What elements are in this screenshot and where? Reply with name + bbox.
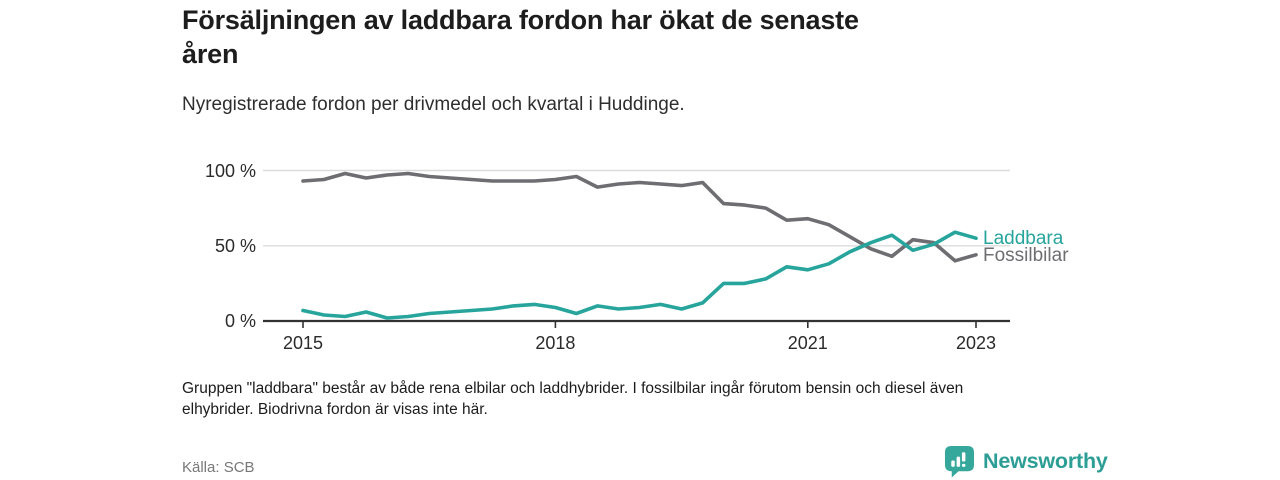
newsworthy-logo: Newsworthy bbox=[944, 445, 1108, 478]
x-tick-label-2023: 2023 bbox=[956, 333, 996, 353]
footnote-line1: Gruppen "laddbara" består av både rena e… bbox=[182, 380, 964, 397]
fossilbilar-label: Fossilbilar bbox=[983, 245, 1069, 266]
laddbara-line bbox=[301, 230, 978, 320]
x-tick-label-2015: 2015 bbox=[283, 333, 323, 353]
footnote-line2: elhybrider. Biodrivna fordon är visas in… bbox=[182, 400, 488, 418]
y-tick-label-100: 100 % bbox=[205, 161, 256, 181]
fossilbilar-line bbox=[301, 171, 978, 263]
newsworthy-wordmark: Newsworthy bbox=[983, 449, 1108, 473]
laddbara-label: Laddbara bbox=[983, 228, 1064, 249]
page-title-line2: åren bbox=[182, 39, 239, 69]
page-title-line1: Försäljningen av laddbara fordon har öka… bbox=[182, 5, 859, 35]
chart-subtitle: Nyregistrerade fordon per drivmedel och … bbox=[182, 94, 685, 115]
x-tick-label-2021: 2021 bbox=[788, 333, 828, 353]
page-title: Försäljningen av laddbara fordon har öka… bbox=[182, 3, 1082, 71]
chart-svg: 100 % 50 % 0 % 2015 2018 2021 2023 Laddb… bbox=[205, 161, 1069, 353]
y-tick-label-0: 0 % bbox=[225, 311, 256, 331]
source-note: Källa: SCB bbox=[182, 459, 255, 476]
footnote: Gruppen "laddbara" består av både rena e… bbox=[182, 379, 1082, 420]
x-tick-label-2018: 2018 bbox=[535, 333, 575, 353]
newsworthy-logo-icon bbox=[944, 445, 975, 478]
y-tick-label-50: 50 % bbox=[215, 236, 256, 256]
chart: 100 % 50 % 0 % 2015 2018 2021 2023 Laddb… bbox=[180, 148, 1100, 360]
